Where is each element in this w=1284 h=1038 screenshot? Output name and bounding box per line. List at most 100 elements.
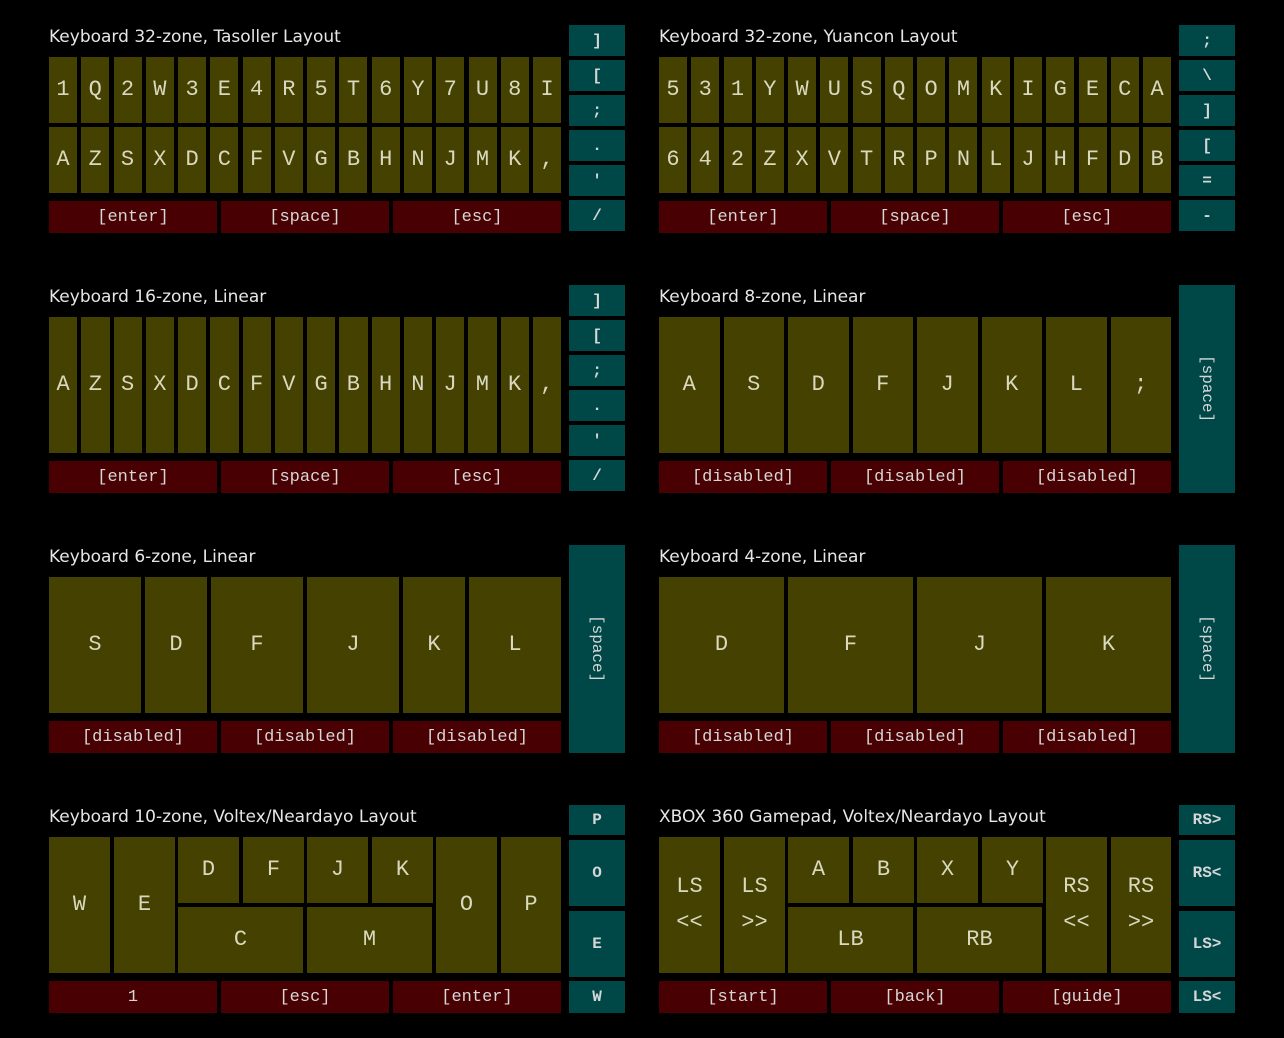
zone-key[interactable]: S [113, 317, 142, 453]
zone-key[interactable]: X [145, 127, 174, 193]
function-key[interactable]: [disabled] [393, 721, 561, 753]
function-key[interactable]: [disabled] [659, 721, 827, 753]
zone-key[interactable]: C [210, 317, 239, 453]
zone-key[interactable]: V [820, 127, 849, 193]
zone-key[interactable]: M [307, 907, 432, 973]
zone-key[interactable]: Y [755, 57, 784, 123]
zone-key[interactable]: J [436, 127, 465, 193]
zone-key[interactable]: 8 [500, 57, 529, 123]
gamepad-button[interactable]: A [788, 837, 849, 903]
zone-key[interactable]: 5 [307, 57, 336, 123]
zone-key[interactable]: W [145, 57, 174, 123]
function-key[interactable]: [esc] [221, 981, 389, 1013]
side-key[interactable]: [ [569, 60, 625, 91]
zone-key[interactable]: B [339, 127, 368, 193]
zone-key[interactable]: S [852, 57, 881, 123]
side-key[interactable]: E [569, 911, 625, 977]
zone-key[interactable]: J [307, 577, 399, 713]
zone-key[interactable]: J [1013, 127, 1042, 193]
zone-key[interactable]: W [788, 57, 817, 123]
zone-key[interactable]: Q [81, 57, 110, 123]
function-key[interactable]: [disabled] [659, 461, 827, 493]
side-key[interactable]: . [569, 390, 625, 421]
side-key[interactable]: RS> [1179, 805, 1235, 835]
zone-key[interactable]: W [49, 837, 110, 973]
zone-key[interactable]: E [114, 837, 175, 973]
zone-key[interactable]: N [403, 317, 432, 453]
zone-key[interactable]: F [211, 577, 303, 713]
zone-key[interactable]: M [468, 317, 497, 453]
zone-key[interactable]: Y [403, 57, 432, 123]
function-key[interactable]: [disabled] [1003, 461, 1171, 493]
space-bar[interactable]: [space] [569, 545, 625, 753]
space-bar[interactable]: [space] [1179, 285, 1235, 493]
zone-key[interactable]: 3 [691, 57, 720, 123]
gamepad-button[interactable]: RB [917, 907, 1042, 973]
zone-key[interactable]: K [500, 317, 529, 453]
zone-key[interactable]: F [242, 317, 271, 453]
zone-key[interactable]: 2 [113, 57, 142, 123]
zone-key[interactable]: O [917, 57, 946, 123]
zone-key[interactable]: K [1046, 577, 1171, 713]
zone-key[interactable]: J [917, 577, 1042, 713]
zone-key[interactable]: L [981, 127, 1010, 193]
side-key[interactable]: \ [1179, 60, 1235, 91]
function-key[interactable]: [enter] [393, 981, 561, 1013]
zone-key[interactable]: , [532, 317, 561, 453]
side-key[interactable]: / [569, 460, 625, 491]
zone-key[interactable]: H [371, 127, 400, 193]
gamepad-button[interactable]: B [853, 837, 914, 903]
zone-key[interactable]: K [981, 57, 1010, 123]
gamepad-button[interactable]: LS >> [724, 837, 785, 973]
side-key[interactable]: ; [1179, 25, 1235, 56]
zone-key[interactable]: V [274, 127, 303, 193]
zone-key[interactable]: ; [1110, 317, 1171, 453]
function-key[interactable]: [esc] [393, 461, 561, 493]
side-key[interactable]: ] [569, 25, 625, 56]
zone-key[interactable]: J [917, 317, 978, 453]
side-key[interactable]: [ [569, 320, 625, 351]
zone-key[interactable]: G [307, 317, 336, 453]
zone-key[interactable]: U [820, 57, 849, 123]
zone-key[interactable]: 1 [49, 57, 77, 123]
function-key[interactable]: [disabled] [831, 461, 999, 493]
zone-key[interactable]: N [403, 127, 432, 193]
side-key[interactable]: ' [569, 425, 625, 456]
zone-key[interactable]: 6 [659, 127, 687, 193]
zone-key[interactable]: G [307, 127, 336, 193]
function-key[interactable]: 1 [49, 981, 217, 1013]
zone-key[interactable]: Z [81, 127, 110, 193]
zone-key[interactable]: A [1143, 57, 1172, 123]
zone-key[interactable]: T [339, 57, 368, 123]
function-key[interactable]: [disabled] [221, 721, 389, 753]
zone-key[interactable]: M [468, 127, 497, 193]
zone-key[interactable]: N [949, 127, 978, 193]
function-key[interactable]: [enter] [49, 461, 217, 493]
zone-key[interactable]: F [242, 127, 271, 193]
gamepad-button[interactable]: LS << [659, 837, 720, 973]
side-key[interactable]: LS> [1179, 911, 1235, 977]
side-key[interactable]: ] [1179, 95, 1235, 126]
zone-key[interactable]: A [49, 127, 77, 193]
zone-key[interactable]: S [49, 577, 141, 713]
zone-key[interactable]: D [178, 127, 207, 193]
zone-key[interactable]: A [49, 317, 78, 453]
side-key[interactable]: ; [569, 95, 625, 126]
zone-key[interactable]: Q [884, 57, 913, 123]
zone-key[interactable]: F [788, 577, 913, 713]
zone-key[interactable]: A [659, 317, 720, 453]
function-key[interactable]: [enter] [659, 201, 827, 233]
gamepad-button[interactable]: X [917, 837, 978, 903]
zone-key[interactable]: C [178, 907, 303, 973]
function-key[interactable]: [enter] [49, 201, 217, 233]
gamepad-button[interactable]: RS >> [1111, 837, 1171, 973]
zone-key[interactable]: C [1110, 57, 1139, 123]
zone-key[interactable]: 3 [178, 57, 207, 123]
zone-key[interactable]: R [884, 127, 913, 193]
zone-key[interactable]: J [436, 317, 465, 453]
zone-key[interactable]: E [1078, 57, 1107, 123]
side-key[interactable]: = [1179, 165, 1235, 196]
zone-key[interactable]: C [210, 127, 239, 193]
zone-key[interactable]: R [274, 57, 303, 123]
zone-key[interactable]: X [145, 317, 174, 453]
